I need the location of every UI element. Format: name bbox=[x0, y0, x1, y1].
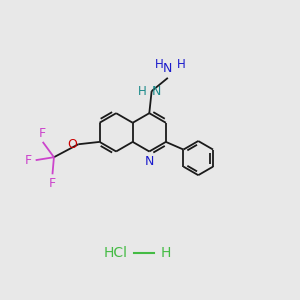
Text: N: N bbox=[163, 62, 172, 75]
Text: H: H bbox=[160, 246, 171, 260]
Text: HCl: HCl bbox=[104, 246, 128, 260]
Text: O: O bbox=[67, 138, 77, 151]
Text: H: H bbox=[138, 85, 147, 98]
Text: H: H bbox=[155, 58, 164, 71]
Text: H: H bbox=[177, 58, 185, 71]
Text: F: F bbox=[49, 177, 56, 190]
Text: N: N bbox=[145, 155, 154, 168]
Text: F: F bbox=[38, 127, 45, 140]
Text: F: F bbox=[25, 154, 32, 167]
Text: N: N bbox=[152, 85, 161, 98]
